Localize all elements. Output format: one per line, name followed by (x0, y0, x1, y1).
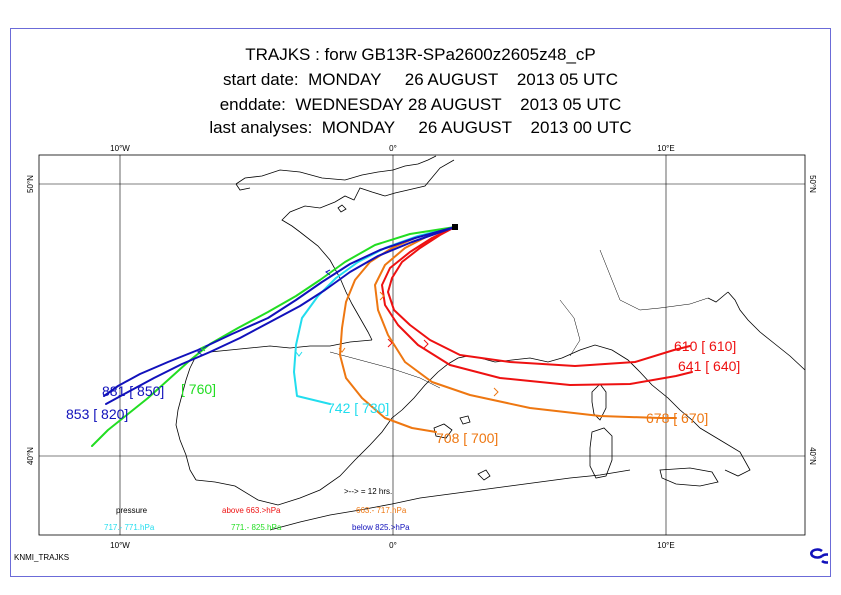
tick-top-10w: 10°W (110, 144, 130, 153)
label-orange-b: 708 [ 700] (436, 430, 498, 446)
label-red-a: 610 [ 610] (674, 338, 736, 354)
tick-top-0: 0° (389, 144, 397, 153)
trajectory-orange-2 (339, 226, 456, 433)
title-line-2: start date: MONDAY 26 AUGUST 2013 05 UTC (223, 70, 618, 89)
legend-arrow-note: >--> = 12 hrs. (344, 487, 392, 496)
coastlines (175, 155, 806, 531)
legend-cyan-range: 717.- 771.hPa (104, 523, 155, 532)
label-green: [ 760] (181, 381, 216, 397)
map-border (38, 154, 806, 536)
legend-below: below 825.>hPa (352, 523, 410, 532)
legend-orange-range: 663.- 717.hPa (356, 506, 407, 515)
legend-pressure-label: pressure (116, 506, 148, 515)
graticule (39, 155, 805, 535)
tick-bottom-0: 0° (389, 541, 397, 550)
tick-right-50n: 50°N (808, 175, 817, 193)
title-line-4: last analyses: MONDAY 26 AUGUST 2013 00 … (209, 118, 632, 137)
tick-bottom-10w: 10°W (110, 541, 130, 550)
legend-above: above 663.>hPa (222, 506, 281, 515)
tick-bottom-10e: 10°E (657, 541, 674, 550)
trajectory-blue-2 (105, 226, 456, 405)
label-red-b: 641 [ 640] (678, 358, 740, 374)
legend-green-range: 771.- 825.hPa (231, 523, 282, 532)
trajectory-red-1 (387, 226, 691, 367)
title-line-1: TRAJKS : forw GB13R-SPa2600z2605z48_cP (245, 45, 596, 64)
trajectory-red-2 (381, 226, 693, 386)
tick-left-50n: 50°N (26, 175, 35, 193)
label-orange-a: 678 [ 670] (646, 410, 708, 426)
tick-top-10e: 10°E (657, 144, 674, 153)
figure-frame (10, 28, 831, 577)
label-cyan: 742 [ 730] (327, 400, 389, 416)
title-line-3: enddate: WEDNESDAY 28 AUGUST 2013 05 UTC (219, 95, 622, 114)
trajectory-blue-1 (103, 226, 456, 397)
trajectories (91, 226, 693, 447)
time-markers (197, 269, 499, 397)
trajectory-orange-1 (374, 226, 677, 419)
start-point-marker (452, 224, 458, 230)
tick-left-40n: 40°N (26, 447, 35, 465)
knmi-logo-icon (810, 548, 828, 564)
trajectory-green (91, 226, 456, 447)
footer-label: KNMI_TRAJKS (14, 553, 70, 562)
tick-right-40n: 40°N (808, 447, 817, 465)
label-blue-a: 881 [ 850] (102, 383, 164, 399)
label-blue-b: 853 [ 820] (66, 406, 128, 422)
